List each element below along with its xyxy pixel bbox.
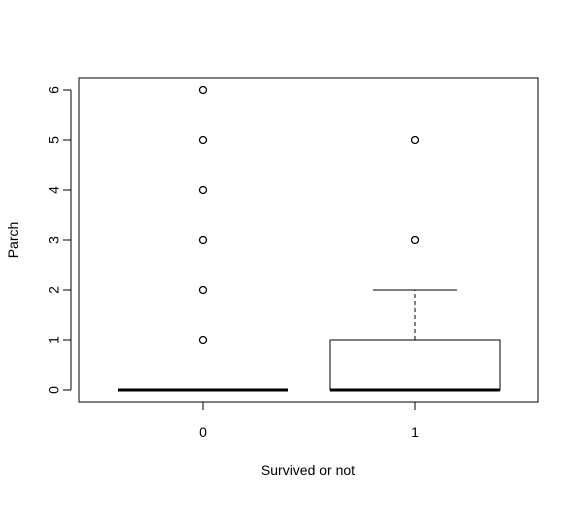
x-tick-label-1: 1 [411, 424, 419, 440]
outlier-point [198, 185, 208, 195]
outlier-point [198, 85, 208, 95]
y-tick-label-6: 6 [46, 86, 62, 94]
y-axis: 0 1 2 3 4 5 6 [46, 86, 72, 394]
y-tick-label-5: 5 [46, 136, 62, 144]
outlier-point [410, 235, 420, 245]
outlier-point [198, 135, 208, 145]
y-tick-label-4: 4 [46, 186, 62, 194]
y-axis-label: Parch [5, 222, 21, 259]
box-1 [329, 339, 501, 391]
outlier-point [198, 235, 208, 245]
x-axis-label: Survived or not [261, 462, 355, 478]
outlier-point [410, 135, 420, 145]
plot-frame [78, 77, 539, 403]
outlier-point [198, 285, 208, 295]
y-tick-label-1: 1 [46, 336, 62, 344]
x-tick-label-0: 0 [199, 424, 207, 440]
boxplot-group-1 [329, 135, 501, 392]
boxplot-groups [118, 85, 501, 392]
outlier-point [198, 335, 208, 345]
y-tick-label-2: 2 [46, 286, 62, 294]
y-tick-label-0: 0 [46, 386, 62, 394]
y-tick-label-3: 3 [46, 236, 62, 244]
boxplot-group-0 [118, 85, 288, 392]
